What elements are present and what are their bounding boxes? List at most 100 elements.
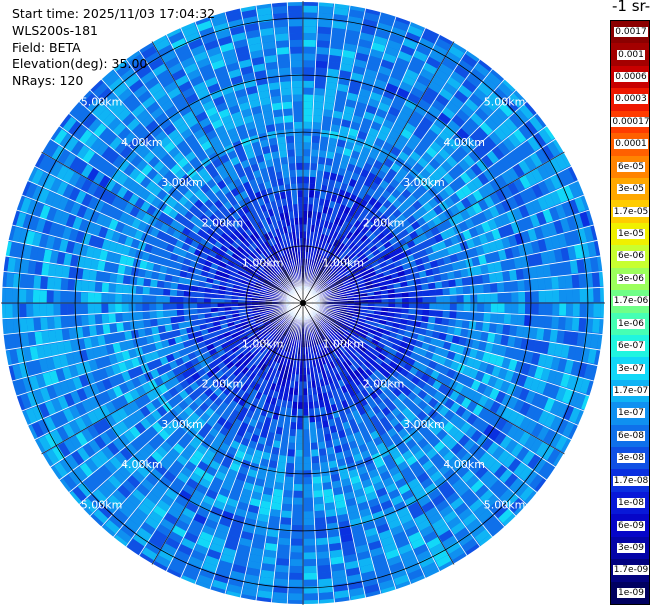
range-gate <box>325 310 333 314</box>
range-gate <box>538 461 553 477</box>
range-gate <box>235 339 243 346</box>
range-gate <box>63 253 73 267</box>
range-gate <box>385 365 395 374</box>
range-gate <box>147 253 157 264</box>
range-gate <box>293 388 299 396</box>
range-gate <box>46 207 57 222</box>
range-gate <box>104 229 115 241</box>
range-gate <box>85 221 96 235</box>
range-gate <box>158 118 172 131</box>
range-gate <box>139 553 155 565</box>
range-gate <box>253 366 261 375</box>
range-gate <box>145 402 157 414</box>
range-gate <box>116 186 128 199</box>
range-gate <box>304 593 319 601</box>
range-gate <box>493 503 509 519</box>
range-gate <box>383 437 395 448</box>
range-gate <box>361 352 370 360</box>
range-gate <box>88 235 98 248</box>
range-gate <box>182 433 194 444</box>
range-gate <box>360 306 368 310</box>
range-gate <box>465 493 480 507</box>
range-gate <box>368 468 380 479</box>
range-gate <box>252 223 260 232</box>
range-gate <box>279 357 285 365</box>
range-gate <box>530 278 539 291</box>
range-gate <box>329 542 342 552</box>
range-gate <box>337 513 350 523</box>
range-gate <box>163 141 176 154</box>
range-gate <box>387 383 397 393</box>
range-gate <box>57 196 69 212</box>
range-gate <box>177 315 185 323</box>
range-gate <box>339 371 346 379</box>
range-gate <box>228 577 244 588</box>
range-gate <box>102 324 111 335</box>
range-gate <box>303 115 313 122</box>
range-gate <box>367 309 375 314</box>
range-gate <box>146 426 159 438</box>
range-gate <box>303 142 311 150</box>
range-gate <box>265 536 279 545</box>
range-gate <box>313 94 324 103</box>
range-gate <box>296 436 303 444</box>
range-gate <box>260 235 267 243</box>
range-gate <box>94 282 103 293</box>
range-gate <box>268 286 276 291</box>
range-gate <box>443 358 453 368</box>
range-gate <box>262 283 270 288</box>
range-gate <box>317 551 330 559</box>
range-gate <box>117 485 132 499</box>
range-gate <box>224 299 232 303</box>
range-gate <box>232 263 241 271</box>
range-gate <box>292 504 303 512</box>
range-gate <box>252 259 260 267</box>
range-gate <box>495 403 508 417</box>
range-gate <box>451 335 461 344</box>
range-gate <box>351 446 361 456</box>
range-gate <box>502 513 517 527</box>
range-gate <box>318 150 327 158</box>
range-gate <box>321 326 327 334</box>
range-gate <box>358 443 369 453</box>
range-gate <box>311 380 317 388</box>
range-gate <box>537 277 546 290</box>
range-gate <box>59 478 72 494</box>
range-gate <box>416 334 426 342</box>
range-gate <box>458 434 471 447</box>
range-gate <box>294 381 299 389</box>
range-gate <box>185 444 197 456</box>
range-gate <box>518 303 526 314</box>
range-gate <box>286 456 295 464</box>
range-gate <box>197 368 207 378</box>
range-gate <box>311 332 315 340</box>
range-gate <box>176 296 184 303</box>
range-gate <box>94 292 102 303</box>
range-gate <box>284 329 289 337</box>
range-gate <box>117 421 129 434</box>
range-gate <box>153 219 164 230</box>
range-gate <box>254 257 262 265</box>
range-gate <box>203 199 214 209</box>
range-gate <box>191 372 201 382</box>
range-gate <box>61 226 72 241</box>
range-gate <box>570 360 581 376</box>
range-gate <box>228 245 237 253</box>
range-gate <box>333 323 341 329</box>
range-gate <box>276 356 283 364</box>
range-gate <box>269 515 281 524</box>
range-gate <box>600 303 605 318</box>
range-gate <box>299 374 303 382</box>
range-gate <box>174 262 183 271</box>
range-gate <box>507 335 516 347</box>
range-gate <box>555 434 568 451</box>
range-gate <box>489 460 503 474</box>
range-gate <box>92 171 105 185</box>
range-gate <box>228 390 237 400</box>
range-gate <box>9 242 19 258</box>
range-gate <box>197 292 205 298</box>
range-gate <box>449 303 457 311</box>
range-gate <box>349 403 358 413</box>
range-gate <box>543 428 556 444</box>
range-gate <box>260 327 267 334</box>
